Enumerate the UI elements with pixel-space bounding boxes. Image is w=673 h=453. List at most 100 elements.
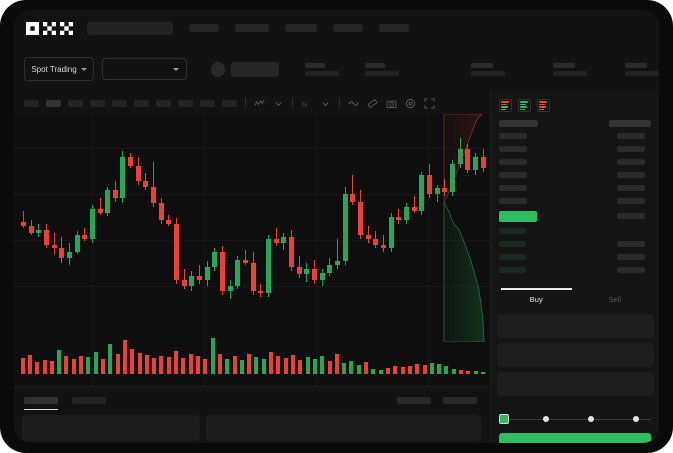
orderbook-ask-row[interactable] (499, 198, 527, 204)
slider-stop-50[interactable] (588, 416, 594, 422)
ruler-measure-icon[interactable] (367, 98, 378, 109)
orders-tab-0[interactable] (24, 396, 58, 410)
orderbook[interactable] (491, 118, 659, 288)
candle-wick (84, 227, 86, 241)
nav-item-0[interactable] (189, 24, 219, 32)
orderbook-header-price (499, 120, 538, 127)
camera-snapshot-icon[interactable] (386, 98, 397, 109)
orderbook-ask-amount (617, 159, 645, 165)
candle-body (289, 237, 295, 267)
ask-bar (539, 103, 545, 105)
slider-handle[interactable] (499, 414, 509, 424)
orderbook-bids-icon[interactable] (518, 99, 531, 112)
timeframe-button-7[interactable] (178, 99, 193, 107)
orderbook-ask-row[interactable] (499, 172, 527, 178)
timeframe-button-2[interactable] (68, 99, 83, 107)
line-chart-icon[interactable] (254, 98, 265, 109)
drawing-wave-icon[interactable] (348, 98, 359, 109)
bid-bar (501, 108, 506, 110)
orderbook-ask-amount (617, 133, 645, 139)
volume-bar (166, 356, 171, 374)
bid-bar (520, 103, 526, 105)
pair-selector-dropdown[interactable] (102, 58, 188, 80)
nav-item-4[interactable] (379, 24, 409, 32)
orderbook-ask-row[interactable] (499, 133, 527, 139)
orderbook-asks-icon[interactable] (537, 99, 550, 112)
fullscreen-expand-icon[interactable] (424, 97, 435, 109)
orderbook-bid-row[interactable] (499, 228, 526, 234)
okx-logo[interactable] (26, 21, 73, 35)
bid-bar (501, 106, 508, 108)
candle-body (465, 149, 471, 170)
nav-item-3[interactable] (333, 24, 363, 32)
volume-bar (276, 355, 281, 374)
orders-action-0[interactable] (397, 396, 431, 404)
chevron-down-icon (173, 67, 180, 71)
orderbook-bid-row[interactable] (499, 254, 526, 260)
order-amount-input[interactable] (497, 343, 654, 367)
orderbook-both-icon[interactable] (499, 99, 512, 112)
volume-bar (305, 356, 310, 374)
volume-bar (422, 364, 427, 374)
volume-bar (349, 361, 354, 374)
market-type-dropdown[interactable]: Spot Trading (24, 57, 95, 81)
timeframe-button-3[interactable] (90, 99, 105, 107)
orderbook-bid-amount (617, 254, 645, 260)
order-price-input[interactable] (497, 314, 654, 338)
global-search-input[interactable] (87, 21, 173, 35)
timeframe-button-8[interactable] (200, 99, 215, 107)
candle-body (135, 166, 141, 181)
orderbook-ask-amount (617, 172, 645, 178)
nav-item-1[interactable] (235, 24, 269, 32)
chart-type-chevron-icon[interactable] (273, 98, 284, 109)
chevron-down-icon (80, 67, 87, 71)
volume-bar (93, 352, 98, 374)
volume-bar (480, 371, 485, 374)
price-chart[interactable] (14, 114, 489, 386)
settings-gear-icon[interactable] (405, 98, 416, 109)
order-total-input[interactable] (497, 372, 654, 396)
order-form (497, 314, 654, 401)
slider-stop-75[interactable] (633, 416, 639, 422)
orderbook-ask-row[interactable] (499, 185, 527, 191)
candle-body (281, 237, 287, 243)
candle-body (327, 265, 333, 273)
orders-tab-1[interactable] (72, 396, 106, 404)
market-stat-value (365, 70, 399, 76)
nav-item-2[interactable] (285, 24, 317, 32)
app-screen: Spot Trading (14, 10, 659, 443)
timeframe-button-1[interactable] (46, 99, 61, 107)
orderbook-bid-row[interactable] (499, 267, 526, 273)
timeframe-button-6[interactable] (156, 99, 171, 107)
bottom-panel-left[interactable] (22, 415, 200, 441)
market-stat-0 (305, 62, 339, 76)
bottom-panel-right[interactable] (205, 415, 481, 441)
timeframe-button-9[interactable] (222, 99, 237, 107)
volume-bar (225, 359, 230, 374)
slider-stop-25[interactable] (543, 416, 549, 422)
submit-order-button[interactable] (499, 433, 651, 443)
volume-bar (334, 353, 339, 374)
ask-bar (501, 101, 509, 103)
candle-wick (413, 195, 415, 213)
indicator-fx-icon[interactable]: fx (301, 98, 312, 109)
indicator-chevron-icon[interactable] (320, 98, 331, 109)
timeframe-button-0[interactable] (24, 99, 39, 107)
volume-bar (27, 355, 32, 374)
timeframe-button-5[interactable] (134, 99, 149, 107)
candle-body (296, 266, 302, 275)
timeframe-button-4[interactable] (112, 99, 127, 107)
tab-buy[interactable]: Buy (497, 288, 576, 310)
orderbook-ask-row[interactable] (499, 146, 527, 152)
orders-action-1[interactable] (443, 396, 477, 404)
candle-body (151, 186, 157, 204)
candle-wick (153, 162, 155, 208)
amount-percentage-slider[interactable] (499, 414, 651, 424)
candle-body (388, 216, 394, 249)
volume-bar (239, 360, 244, 374)
tab-sell[interactable]: Sell (576, 288, 655, 310)
volume-bar (174, 350, 179, 374)
orderbook-ask-row[interactable] (499, 159, 527, 165)
volume-bar (115, 353, 120, 374)
orderbook-bid-row[interactable] (499, 241, 526, 247)
